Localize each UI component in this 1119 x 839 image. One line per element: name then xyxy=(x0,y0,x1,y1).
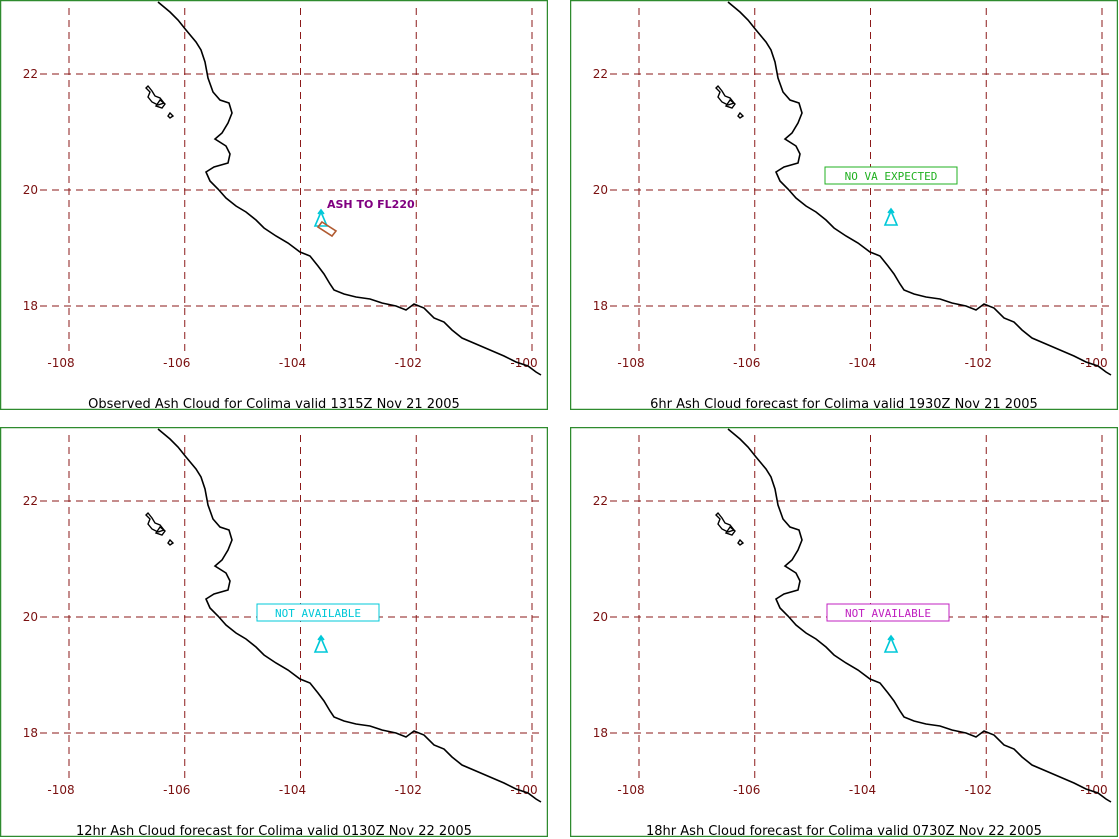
lon-tick-label: -100 xyxy=(510,356,537,370)
island-outline xyxy=(737,538,745,546)
volcano-triangle-icon xyxy=(883,207,899,226)
panel-caption: 6hr Ash Cloud forecast for Colima valid … xyxy=(650,397,1038,410)
tick-labels: -108 -106 -104 -102 -100 22 20 18 xyxy=(23,494,538,797)
note-group: NOT AVAILABLE xyxy=(826,603,950,622)
map-svg: -108 -106 -104 -102 -100 22 20 18 NOT AVAILABLE… xyxy=(0,427,548,837)
lat-tick-label: 18 xyxy=(23,299,38,313)
graticule xyxy=(40,8,540,352)
coastline-path xyxy=(727,428,1112,803)
lat-tick-label: 18 xyxy=(593,299,608,313)
coastline xyxy=(145,428,542,803)
ash-cloud-polygon xyxy=(316,220,338,238)
panel-frame xyxy=(0,0,548,410)
lon-tick-label: -104 xyxy=(849,783,876,797)
panel-frame xyxy=(570,0,1118,410)
lat-tick-label: 20 xyxy=(593,610,608,624)
coastline-path xyxy=(157,1,542,376)
status-box xyxy=(824,166,958,185)
island-outline xyxy=(167,538,175,546)
panel-caption: 12hr Ash Cloud forecast for Colima valid… xyxy=(76,824,472,837)
status-box xyxy=(256,603,380,622)
lat-tick-label: 22 xyxy=(593,67,608,81)
panel-frame xyxy=(0,427,548,837)
island-outline xyxy=(724,98,736,109)
tick-labels: -108 -106 -104 -102 -100 22 20 18 xyxy=(23,67,538,370)
island-outline xyxy=(167,111,175,119)
status-box xyxy=(826,603,950,622)
lon-tick-label: -102 xyxy=(965,783,992,797)
tick-labels: -108 -106 -104 -102 -100 22 20 18 xyxy=(593,67,1108,370)
coastline xyxy=(715,428,1112,803)
map-svg: -108 -106 -104 -102 -100 22 20 18 NO VA EXPECTE… xyxy=(570,0,1118,410)
note-group: ASH TO FL220 xyxy=(316,198,415,238)
volcano-group xyxy=(883,634,899,653)
note-group: NO VA EXPECTED xyxy=(824,166,958,185)
island-outline xyxy=(724,525,736,536)
lat-tick-label: 22 xyxy=(23,494,38,508)
lon-tick-label: -100 xyxy=(510,783,537,797)
coastline xyxy=(715,1,1112,376)
lon-tick-label: -106 xyxy=(733,783,760,797)
lat-tick-label: 18 xyxy=(593,726,608,740)
lon-tick-label: -106 xyxy=(163,783,190,797)
panel-frame xyxy=(570,427,1118,837)
lat-tick-label: 22 xyxy=(593,494,608,508)
lat-tick-label: 20 xyxy=(593,183,608,197)
panel-caption: Observed Ash Cloud for Colima valid 1315… xyxy=(88,397,460,410)
lon-tick-label: -100 xyxy=(1080,356,1107,370)
lon-tick-label: -102 xyxy=(965,356,992,370)
ash-height-label: ASH TO FL220 xyxy=(327,198,415,211)
lon-tick-label: -102 xyxy=(395,783,422,797)
lon-tick-label: -104 xyxy=(279,356,306,370)
tick-labels: -108 -106 -104 -102 -100 22 20 18 xyxy=(593,494,1108,797)
map-svg: -108 -106 -104 -102 -100 22 20 18 NOT AVAILABLE… xyxy=(570,427,1118,837)
lon-tick-label: -108 xyxy=(47,783,74,797)
lon-tick-label: -108 xyxy=(617,356,644,370)
lon-tick-label: -104 xyxy=(849,356,876,370)
map-panel-12hr: -108 -106 -104 -102 -100 22 20 18 NOT AVAILABLE… xyxy=(0,427,548,837)
coastline-path xyxy=(727,1,1112,376)
lat-tick-label: 22 xyxy=(23,67,38,81)
map-panel-6hr: -108 -106 -104 -102 -100 22 20 18 NO VA EXPECTE… xyxy=(570,0,1118,410)
volcano-group xyxy=(313,634,329,653)
map-panel-18hr: -108 -106 -104 -102 -100 22 20 18 NOT AVAILABLE… xyxy=(570,427,1118,837)
lat-tick-label: 20 xyxy=(23,610,38,624)
lon-tick-label: -104 xyxy=(279,783,306,797)
note-group: NOT AVAILABLE xyxy=(256,603,380,622)
lat-tick-label: 20 xyxy=(23,183,38,197)
status-label: NOT AVAILABLE xyxy=(275,607,361,620)
island-outline xyxy=(154,525,166,536)
volcano-triangle-icon xyxy=(313,208,329,227)
lat-tick-label: 18 xyxy=(23,726,38,740)
island-outline xyxy=(154,98,166,109)
lon-tick-label: -108 xyxy=(617,783,644,797)
coastline-path xyxy=(157,428,542,803)
volcano-group xyxy=(313,208,329,227)
volcano-group xyxy=(883,207,899,226)
status-label: NOT AVAILABLE xyxy=(845,607,931,620)
volcano-triangle-icon xyxy=(313,634,329,653)
volcano-triangle-icon xyxy=(883,634,899,653)
panel-caption: 18hr Ash Cloud forecast for Colima valid… xyxy=(646,824,1042,837)
lon-tick-label: -108 xyxy=(47,356,74,370)
map-panel-observed: -108 -106 -104 -102 -100 22 20 18 ASH TO FL220 … xyxy=(0,0,548,410)
island-outline xyxy=(737,111,745,119)
lon-tick-label: -102 xyxy=(395,356,422,370)
coastline xyxy=(145,1,542,376)
status-label: NO VA EXPECTED xyxy=(845,170,938,183)
lon-tick-label: -100 xyxy=(1080,783,1107,797)
lon-tick-label: -106 xyxy=(733,356,760,370)
lon-tick-label: -106 xyxy=(163,356,190,370)
